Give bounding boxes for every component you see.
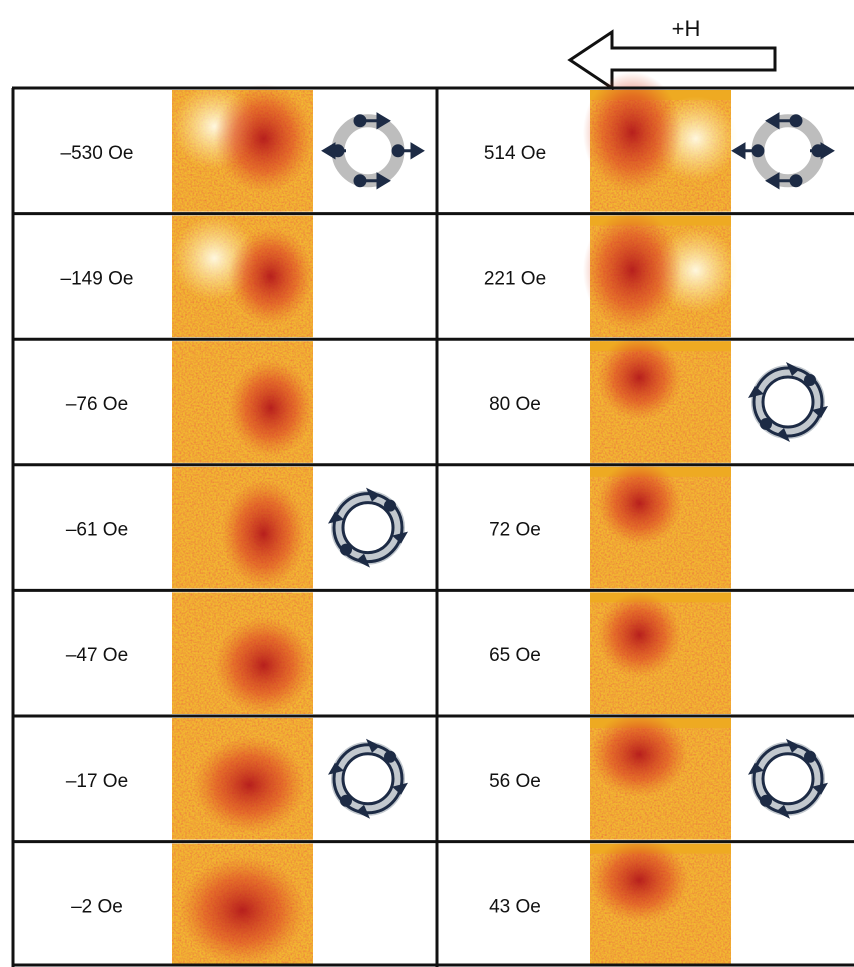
mfm-image (172, 467, 313, 589)
dark-spot (597, 461, 682, 546)
mfm-image (590, 592, 731, 714)
field-value: –76 Oe (66, 394, 128, 415)
field-value: –149 Oe (61, 268, 134, 289)
field-value: –47 Oe (66, 645, 128, 666)
mfm-image (172, 216, 313, 338)
mfm-image (172, 718, 313, 840)
dark-spot (193, 736, 306, 833)
mfm-image (172, 84, 313, 212)
dark-spot (214, 617, 313, 714)
dark-spot (179, 856, 306, 965)
vortex-icon (328, 488, 408, 568)
mfm-image (590, 461, 731, 589)
mfm-image (590, 838, 731, 966)
dark-spot (597, 335, 682, 420)
figure: +H –530 Oe 514 Oe –149 Oe 221 Oe –76 Oe 80 Oe… (0, 0, 854, 967)
field-value: 65 Oe (489, 645, 541, 666)
field-label: +H (672, 16, 701, 41)
field-value: –530 Oe (61, 143, 134, 164)
mfm-image (172, 341, 313, 463)
mfm-image (590, 712, 731, 840)
field-value: –61 Oe (66, 520, 128, 541)
field-value: –17 Oe (66, 771, 128, 792)
field-value: 43 Oe (489, 896, 541, 917)
vortex-icon (328, 739, 408, 819)
dark-spot (597, 592, 682, 677)
dark-spot (228, 359, 313, 456)
mfm-image (583, 72, 738, 212)
dark-spot (590, 712, 689, 797)
field-value: 514 Oe (484, 143, 546, 164)
field-value: 72 Oe (489, 520, 541, 541)
dark-spot (583, 210, 682, 332)
vortex-icon (758, 121, 818, 181)
dark-spot (214, 84, 313, 193)
mfm-image (583, 210, 738, 338)
mfm-image (172, 844, 313, 966)
dark-spot (583, 72, 682, 194)
vortex-icon (338, 121, 398, 181)
dark-spot (228, 228, 313, 325)
field-value: 56 Oe (489, 771, 541, 792)
vortex-icon (748, 362, 828, 442)
dark-spot (590, 838, 689, 923)
mfm-image (590, 335, 731, 463)
vortex-icon (748, 739, 828, 819)
field-value: 221 Oe (484, 268, 546, 289)
mfm-image (172, 592, 313, 714)
dark-spot (221, 479, 306, 588)
field-value: –2 Oe (71, 896, 123, 917)
field-value: 80 Oe (489, 394, 541, 415)
